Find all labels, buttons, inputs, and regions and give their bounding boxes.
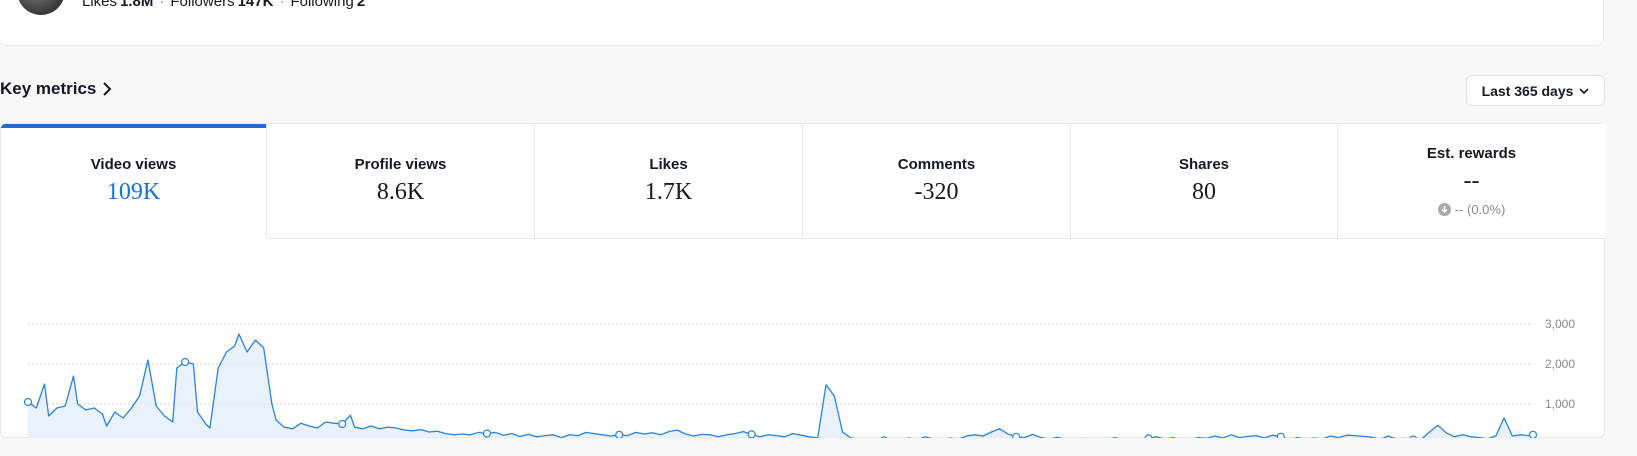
data-point-marker: [338, 419, 347, 429]
separator: ·: [279, 0, 285, 10]
data-point-marker: [181, 357, 190, 367]
likes-label: Likes: [82, 0, 118, 10]
change-text: -- (0.0%): [1454, 202, 1506, 217]
tab-value: 1.7K: [644, 179, 693, 205]
data-point-marker: [747, 430, 756, 438]
y-tick-label: 2,000: [1545, 357, 1575, 371]
avatar[interactable]: [17, 0, 65, 15]
tab-value: 8.6K: [376, 179, 425, 205]
profile-card: Likes 1.8M · Followers 147K · Following 2: [0, 0, 1604, 46]
tab-label: Comments: [897, 156, 976, 173]
change-indicator: -- (0.0%): [1338, 202, 1605, 217]
chevron-right-icon: [103, 82, 112, 96]
separator: ·: [159, 0, 165, 10]
tab-profile-views[interactable]: Profile views 8.6K: [267, 124, 535, 239]
tab-label: Likes: [649, 156, 688, 173]
tab-label: Shares: [1178, 156, 1230, 173]
y-tick-label: 3,000: [1545, 317, 1575, 331]
tab-value: --: [1463, 168, 1480, 194]
key-metrics-link[interactable]: Key metrics: [0, 79, 112, 99]
data-point-marker: [880, 436, 888, 438]
metric-tabs: Video views 109K Profile views 8.6K Like…: [1, 124, 1605, 239]
series-area: [28, 334, 1533, 438]
date-range-label: Last 365 days: [1481, 82, 1574, 99]
following-value: 2: [356, 0, 366, 10]
followers-value: 147K: [237, 0, 274, 10]
data-point-marker: [1528, 430, 1538, 438]
followers-label: Followers: [170, 0, 235, 10]
tab-comments[interactable]: Comments -320: [803, 124, 1071, 239]
data-point-marker: [1012, 432, 1021, 438]
chevron-down-icon: [1579, 87, 1589, 94]
metrics-card: Video views 109K Profile views 8.6K Like…: [0, 123, 1605, 438]
tab-video-views[interactable]: Video views 109K: [1, 124, 267, 239]
y-tick-label: 1,000: [1545, 397, 1575, 411]
data-point-marker: [615, 430, 624, 438]
arrow-down-icon: [1437, 203, 1451, 216]
data-point-marker: [1144, 434, 1153, 438]
following-label: Following: [290, 0, 354, 10]
tab-label: Profile views: [354, 156, 447, 173]
data-point-marker: [482, 429, 492, 438]
likes-value: 1.8M: [120, 0, 154, 10]
tab-label: Est. rewards: [1426, 145, 1517, 162]
date-range-dropdown[interactable]: Last 365 days: [1466, 75, 1605, 106]
tab-value: 109K: [106, 179, 161, 205]
tab-shares[interactable]: Shares 80: [1071, 124, 1338, 239]
profile-stats: Likes 1.8M · Followers 147K · Following 2: [82, 0, 365, 10]
data-point-marker: [1276, 432, 1285, 438]
tab-likes[interactable]: Likes 1.7K: [535, 124, 803, 239]
data-point-marker: [1409, 435, 1417, 438]
tab-value: -320: [914, 179, 959, 205]
section-title: Key metrics: [0, 79, 97, 98]
data-point-marker: [23, 397, 33, 407]
tab-est-rewards[interactable]: Est. rewards -- -- (0.0%): [1338, 124, 1605, 239]
tab-value: 80: [1192, 179, 1216, 205]
tab-label: Video views: [90, 156, 177, 173]
